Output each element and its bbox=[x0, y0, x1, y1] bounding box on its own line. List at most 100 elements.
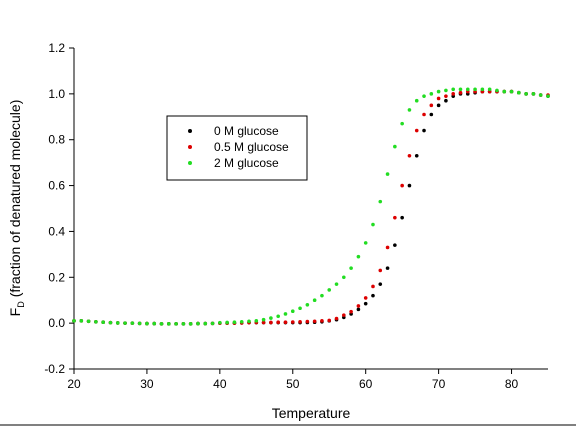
data-point bbox=[276, 320, 280, 325]
x-tick-label: 50 bbox=[286, 377, 300, 391]
data-point bbox=[145, 321, 149, 326]
data-point bbox=[210, 321, 215, 326]
data-point bbox=[247, 319, 251, 324]
data-point bbox=[378, 268, 383, 273]
data-point bbox=[378, 199, 383, 204]
data-point bbox=[305, 319, 310, 324]
data-point bbox=[225, 320, 229, 325]
data-point bbox=[356, 254, 361, 259]
data-point bbox=[305, 303, 310, 307]
data-point bbox=[167, 322, 171, 326]
y-tick-label: 0.0 bbox=[48, 316, 65, 330]
data-point bbox=[101, 320, 105, 325]
data-point bbox=[218, 320, 222, 325]
x-tick-label: 20 bbox=[67, 377, 81, 391]
data-point bbox=[94, 319, 98, 324]
data-point bbox=[509, 89, 514, 94]
data-point bbox=[414, 98, 419, 103]
data-point bbox=[393, 243, 397, 247]
data-point bbox=[458, 87, 463, 92]
data-point bbox=[349, 309, 353, 314]
data-point bbox=[407, 108, 412, 112]
data-point bbox=[524, 92, 528, 96]
y-tick-label: -0.2 bbox=[44, 362, 65, 376]
x-axis-title: Temperature bbox=[272, 405, 351, 421]
data-point bbox=[385, 266, 390, 270]
data-point bbox=[495, 88, 499, 93]
data-point bbox=[115, 321, 120, 325]
data-point bbox=[371, 222, 375, 227]
data-point bbox=[371, 293, 375, 298]
data-point bbox=[261, 320, 266, 325]
x-tick-label: 60 bbox=[359, 377, 373, 391]
data-point bbox=[203, 321, 208, 326]
data-point bbox=[385, 172, 390, 176]
x-tick-label: 80 bbox=[505, 377, 519, 391]
legend-label: 0.5 M glucose bbox=[214, 140, 289, 154]
data-point bbox=[473, 87, 477, 92]
data-point bbox=[393, 144, 397, 149]
data-point bbox=[538, 93, 543, 97]
y-axis-title-sub: D bbox=[16, 301, 26, 308]
data-point bbox=[327, 318, 332, 323]
data-point bbox=[546, 94, 550, 98]
data-point bbox=[261, 317, 266, 322]
data-point bbox=[400, 183, 404, 188]
data-point bbox=[436, 103, 441, 108]
data-point bbox=[298, 306, 302, 311]
y-axis-title: FD (fraction of denatured molecule) bbox=[7, 100, 26, 317]
data-point bbox=[108, 320, 113, 325]
legend-marker bbox=[188, 161, 192, 165]
data-point bbox=[196, 321, 200, 326]
data-point bbox=[429, 112, 434, 117]
data-point bbox=[429, 92, 434, 96]
data-point bbox=[320, 319, 324, 323]
data-point bbox=[356, 307, 361, 312]
x-tick-label: 40 bbox=[213, 377, 227, 391]
data-point bbox=[327, 288, 332, 292]
y-tick-label: 1.0 bbox=[48, 87, 65, 101]
data-point bbox=[458, 90, 463, 95]
y-tick-label: 0.6 bbox=[48, 179, 65, 193]
data-point bbox=[312, 319, 317, 324]
data-point bbox=[356, 304, 361, 308]
data-point bbox=[79, 319, 84, 323]
data-point bbox=[436, 96, 441, 101]
data-point bbox=[283, 312, 288, 316]
x-tick-label: 30 bbox=[140, 377, 154, 391]
data-point bbox=[487, 87, 492, 92]
y-axis-title-main: F bbox=[7, 308, 23, 317]
y-tick-label: 0.8 bbox=[48, 133, 65, 147]
y-tick-label: 1.2 bbox=[48, 41, 65, 55]
data-point bbox=[385, 245, 390, 250]
data-point bbox=[429, 103, 434, 108]
data-point bbox=[465, 87, 470, 92]
data-point bbox=[363, 301, 368, 306]
y-tick-label: 0.2 bbox=[48, 270, 65, 284]
x-tick-label: 70 bbox=[432, 377, 446, 391]
data-point bbox=[269, 320, 273, 325]
data-point bbox=[290, 309, 295, 314]
data-point bbox=[130, 321, 135, 325]
data-point bbox=[400, 215, 404, 220]
legend-label: 0 M glucose bbox=[214, 124, 279, 138]
data-point bbox=[254, 319, 259, 323]
data-point bbox=[414, 153, 419, 158]
legend-label: 2 M glucose bbox=[214, 156, 279, 170]
data-point bbox=[444, 88, 448, 93]
data-point bbox=[414, 128, 419, 133]
data-point bbox=[371, 284, 375, 289]
data-point bbox=[123, 321, 127, 325]
data-point bbox=[342, 313, 346, 317]
data-point bbox=[283, 320, 288, 325]
data-point bbox=[451, 92, 456, 96]
y-tick-label: 0.4 bbox=[48, 224, 65, 238]
data-point bbox=[137, 321, 142, 326]
data-point bbox=[320, 293, 324, 298]
data-point bbox=[451, 87, 456, 92]
data-point bbox=[407, 183, 412, 188]
data-point bbox=[363, 241, 368, 245]
data-point bbox=[400, 121, 404, 126]
data-point bbox=[342, 275, 346, 280]
y-axis-title-rest: (fraction of denatured molecule) bbox=[7, 100, 23, 298]
